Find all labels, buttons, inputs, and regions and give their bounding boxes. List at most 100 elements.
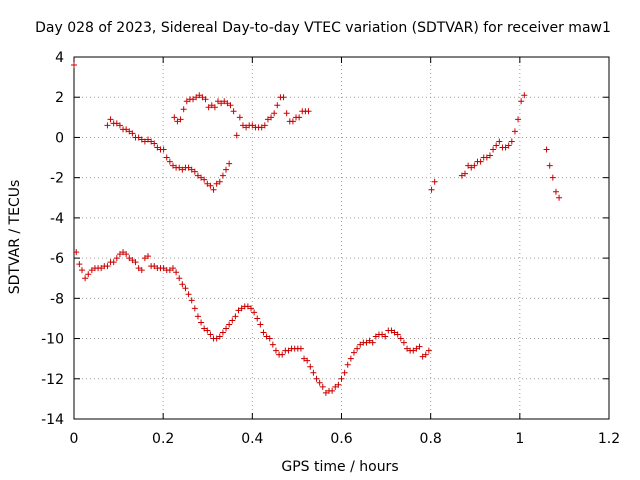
data-point-plus <box>207 331 214 338</box>
data-point-plus <box>219 329 226 336</box>
data-point-plus <box>154 144 161 151</box>
data-point-plus <box>224 100 231 107</box>
data-point-plus <box>71 62 77 69</box>
data-point-plus <box>198 174 205 181</box>
data-point-plus <box>465 162 472 169</box>
data-point-plus <box>254 315 261 322</box>
data-point-plus <box>145 253 152 260</box>
data-point-plus <box>204 180 211 187</box>
data-point-plus <box>179 166 186 173</box>
data-point-plus <box>169 162 176 169</box>
data-point-plus <box>431 178 438 185</box>
data-point-plus <box>391 329 398 336</box>
data-point-plus <box>521 92 528 99</box>
data-point-plus <box>204 327 211 334</box>
data-point-plus <box>129 130 136 137</box>
x-tick-label: 0.8 <box>420 431 442 447</box>
data-point-plus <box>138 136 145 143</box>
data-point-plus <box>88 267 95 274</box>
data-point-plus <box>313 375 320 382</box>
data-point-plus <box>226 321 233 328</box>
data-point-plus <box>163 154 170 161</box>
data-point-plus <box>194 313 201 320</box>
data-point-plus <box>236 114 243 121</box>
data-point-plus <box>205 104 212 111</box>
data-point-plus <box>279 351 286 358</box>
data-point-plus <box>347 355 354 362</box>
data-point-plus <box>194 172 201 179</box>
data-point-plus <box>518 98 525 105</box>
data-point-plus <box>148 138 155 145</box>
data-point-plus <box>174 118 181 125</box>
data-point-plus <box>208 102 215 109</box>
data-point-plus <box>543 146 550 153</box>
data-point-plus <box>151 140 158 147</box>
data-point-plus <box>505 142 512 149</box>
data-point-plus <box>116 122 123 129</box>
x-tick-label: 0 <box>70 431 79 447</box>
data-point-plus <box>82 275 89 282</box>
data-point-plus <box>221 98 228 105</box>
data-point-plus <box>508 138 515 145</box>
data-point-plus <box>166 158 173 165</box>
data-point-plus <box>307 363 314 370</box>
data-point-plus <box>176 164 183 171</box>
data-point-plus <box>397 335 404 342</box>
data-point-plus <box>141 255 148 262</box>
data-point-plus <box>230 108 237 115</box>
data-point-plus <box>76 261 83 268</box>
data-point-plus <box>120 249 127 256</box>
data-point-plus <box>129 257 136 264</box>
data-point-plus <box>382 333 389 340</box>
data-point-plus <box>496 138 503 145</box>
data-point-plus <box>372 333 379 340</box>
data-point-plus <box>132 259 139 266</box>
data-point-plus <box>215 98 222 105</box>
data-point-plus <box>126 128 133 135</box>
data-point-plus <box>344 361 351 368</box>
data-point-plus <box>296 114 303 121</box>
data-point-plus <box>310 369 317 376</box>
data-point-plus <box>202 96 209 103</box>
data-point-plus <box>261 122 268 129</box>
data-point-plus <box>280 94 287 101</box>
data-point-plus <box>416 343 423 350</box>
data-point-plus <box>110 259 117 266</box>
data-point-plus <box>247 305 254 312</box>
x-tick-label: 1.2 <box>598 431 620 447</box>
data-point-plus <box>404 345 411 352</box>
data-point-plus <box>235 307 242 314</box>
data-point-plus <box>363 339 370 346</box>
y-tick-label: 2 <box>55 90 64 106</box>
data-point-plus <box>502 144 509 151</box>
data-point-plus <box>166 267 173 274</box>
data-point-plus <box>180 106 187 113</box>
y-tick-label: -6 <box>50 251 64 267</box>
data-point-plus <box>210 186 217 193</box>
data-point-plus <box>227 102 234 109</box>
data-point-plus <box>207 182 214 189</box>
data-point-plus <box>511 128 518 135</box>
data-point-plus <box>379 331 386 338</box>
data-point-plus <box>201 176 208 183</box>
data-point-plus <box>335 381 342 388</box>
data-point-plus <box>490 146 497 153</box>
y-tick-label: -12 <box>41 372 64 388</box>
data-point-plus <box>249 122 256 129</box>
x-axis-title: GPS time / hours <box>281 459 398 475</box>
x-tick-label: 0.2 <box>152 431 174 447</box>
data-point-plus <box>422 351 429 358</box>
data-point-plus <box>471 162 478 169</box>
data-point-plus <box>216 333 223 340</box>
data-point-plus <box>169 265 176 272</box>
data-point-plus <box>213 335 220 342</box>
data-point-plus <box>177 116 184 123</box>
data-point-plus <box>107 116 114 123</box>
chart-title: Day 028 of 2023, Sidereal Day-to-day VTE… <box>35 20 611 36</box>
data-point-plus <box>546 162 553 169</box>
data-point-plus <box>425 347 432 354</box>
data-point-plus <box>182 285 189 292</box>
data-point-plus <box>151 263 158 270</box>
data-point-plus <box>271 110 278 117</box>
